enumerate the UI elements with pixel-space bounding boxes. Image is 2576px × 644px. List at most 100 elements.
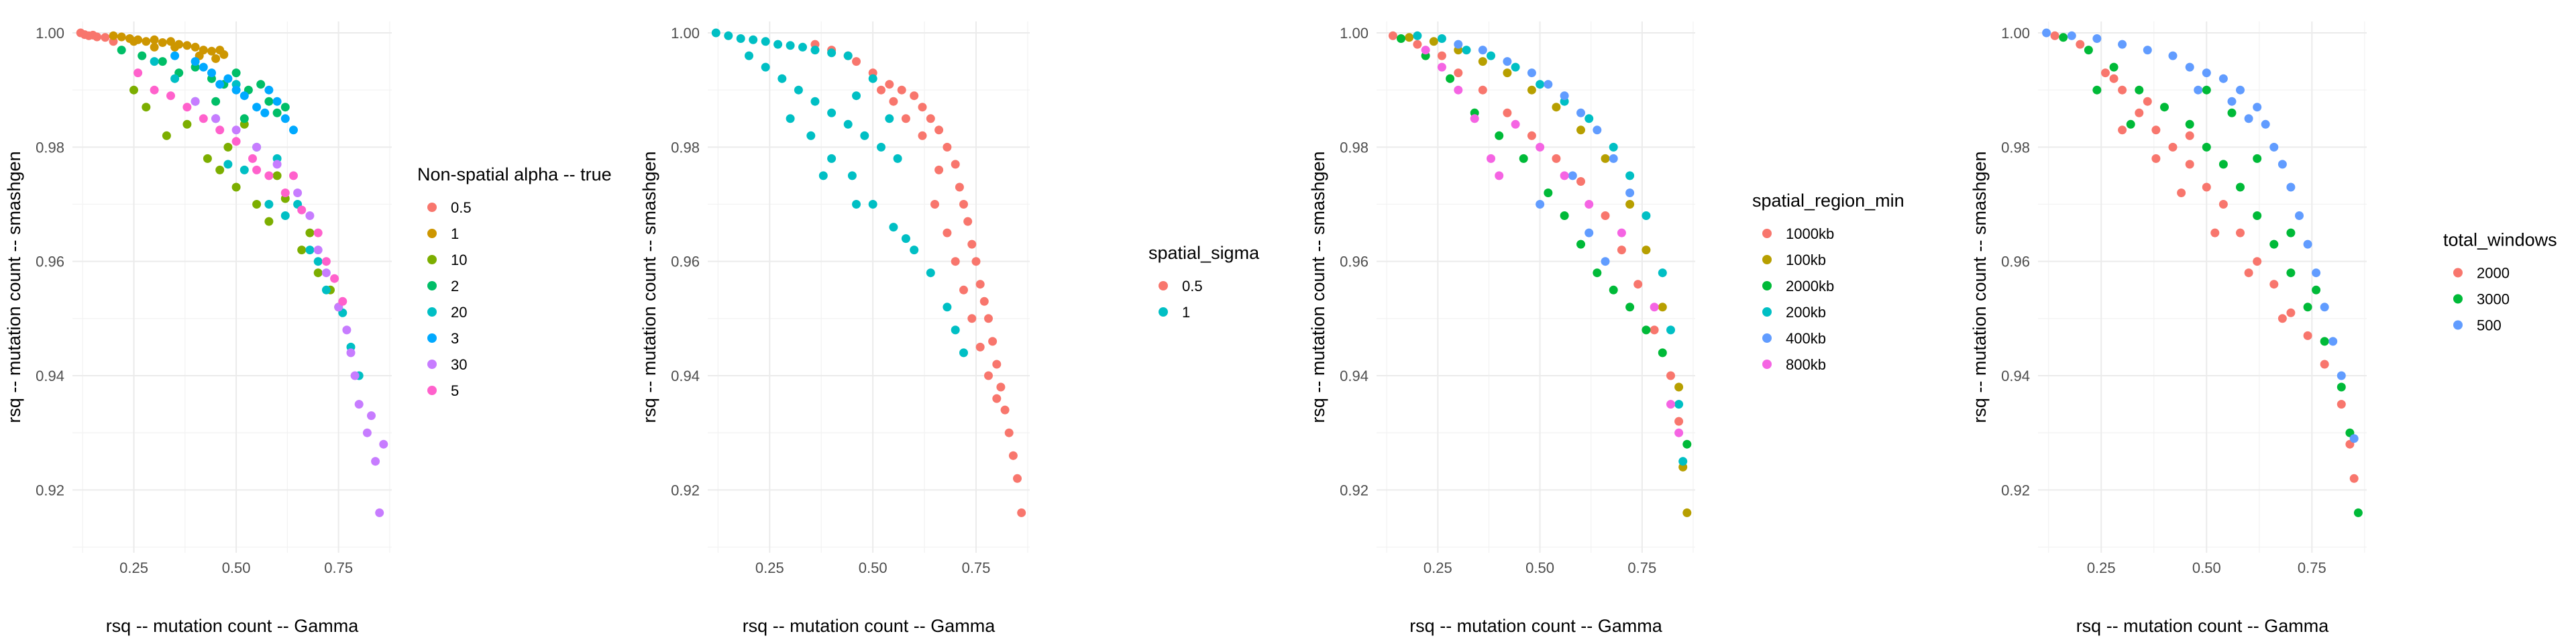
x-tick-label: 0.25 [2087, 559, 2116, 576]
data-point [967, 239, 977, 249]
data-point [252, 165, 262, 174]
y-tick-label: 0.96 [671, 254, 700, 270]
data-point [1437, 62, 1446, 72]
y-tick-label: 0.94 [2001, 368, 2030, 384]
y-tick-label: 0.98 [671, 139, 700, 156]
data-point [293, 189, 303, 197]
data-point [2202, 68, 2211, 78]
data-point [2160, 103, 2169, 112]
data-point [1544, 189, 1553, 197]
data-point [2210, 228, 2220, 237]
legend-swatch [427, 307, 437, 317]
legend-swatch [2453, 320, 2463, 330]
data-point [1576, 108, 1585, 117]
data-point [162, 131, 171, 140]
data-point [191, 42, 200, 52]
data-point [1576, 177, 1585, 186]
y-tick-label: 0.98 [1340, 139, 1368, 156]
x-tick-label: 0.50 [222, 559, 251, 576]
data-point [342, 325, 352, 335]
data-point [1642, 325, 1651, 335]
data-point [2261, 119, 2270, 129]
data-point [2076, 40, 2085, 49]
data-point [1446, 74, 1455, 83]
legend-swatch [1762, 229, 1772, 238]
data-point [773, 40, 783, 49]
data-point [868, 200, 877, 209]
data-point [2286, 182, 2296, 192]
data-point [1503, 68, 1512, 78]
data-point [1004, 428, 1014, 437]
y-tick-label: 1.00 [36, 25, 64, 42]
data-point [1658, 268, 1667, 278]
data-point [1601, 154, 1610, 163]
data-point [231, 125, 241, 135]
data-point [1658, 303, 1667, 312]
data-point [893, 154, 902, 163]
legend: total_windows 2000 3000 500 [2443, 230, 2557, 334]
data-point [375, 508, 384, 517]
data-point [1437, 34, 1446, 43]
data-point [877, 142, 885, 152]
x-axis-title: rsq -- mutation count -- Gamma [106, 616, 360, 636]
data-point [1478, 85, 1487, 95]
legend-label: 10 [451, 252, 467, 268]
data-point [219, 50, 229, 59]
data-point [2286, 308, 2296, 317]
legend-swatch [1762, 281, 1772, 290]
data-point [1625, 171, 1635, 180]
data-point [1642, 246, 1651, 255]
data-point [827, 108, 837, 117]
data-point [951, 325, 960, 335]
legend-label: 20 [451, 304, 467, 321]
data-point [150, 57, 159, 66]
data-point [843, 51, 853, 60]
data-point [252, 103, 262, 112]
data-point [852, 200, 861, 209]
data-point [988, 337, 998, 346]
data-point [959, 285, 968, 294]
x-axis-title: rsq -- mutation count -- Gamma [2076, 616, 2330, 636]
data-point [992, 394, 1002, 403]
data-point [1487, 154, 1495, 163]
data-point [745, 51, 753, 60]
data-point [1470, 114, 1479, 123]
legend-label: 0.5 [1182, 278, 1203, 294]
data-point [971, 257, 981, 266]
data-point [975, 342, 985, 352]
data-point [943, 303, 952, 312]
data-point [2337, 382, 2346, 392]
data-point [346, 348, 356, 358]
data-point [2050, 31, 2059, 40]
data-point [215, 80, 225, 89]
data-point [2118, 85, 2127, 95]
data-point [289, 125, 298, 135]
data-point [2303, 303, 2312, 312]
data-point [885, 80, 894, 89]
data-point [1609, 154, 1618, 163]
legend-title: spatial_sigma [1148, 243, 1260, 263]
data-point [1666, 400, 1675, 409]
y-axis-title: rsq -- mutation count -- smashgen [1970, 151, 1990, 423]
data-point [1585, 114, 1594, 123]
data-point [231, 182, 241, 192]
legend-label: 1 [1182, 304, 1190, 321]
data-point [231, 68, 241, 78]
data-point [955, 182, 964, 192]
data-point [280, 211, 290, 220]
data-point [897, 85, 906, 95]
data-point [207, 68, 216, 78]
y-tick-label: 0.98 [36, 139, 64, 156]
data-point [1527, 68, 1536, 78]
data-point [252, 200, 262, 209]
data-point [1560, 171, 1569, 180]
data-point [2320, 360, 2329, 369]
legend-label: 400kb [1786, 330, 1826, 347]
x-tick-label: 0.25 [119, 559, 148, 576]
data-point [211, 97, 221, 106]
data-point [2118, 40, 2127, 49]
data-point [2349, 434, 2359, 443]
data-point [901, 234, 910, 244]
data-point [2244, 114, 2253, 123]
data-point [818, 171, 828, 180]
